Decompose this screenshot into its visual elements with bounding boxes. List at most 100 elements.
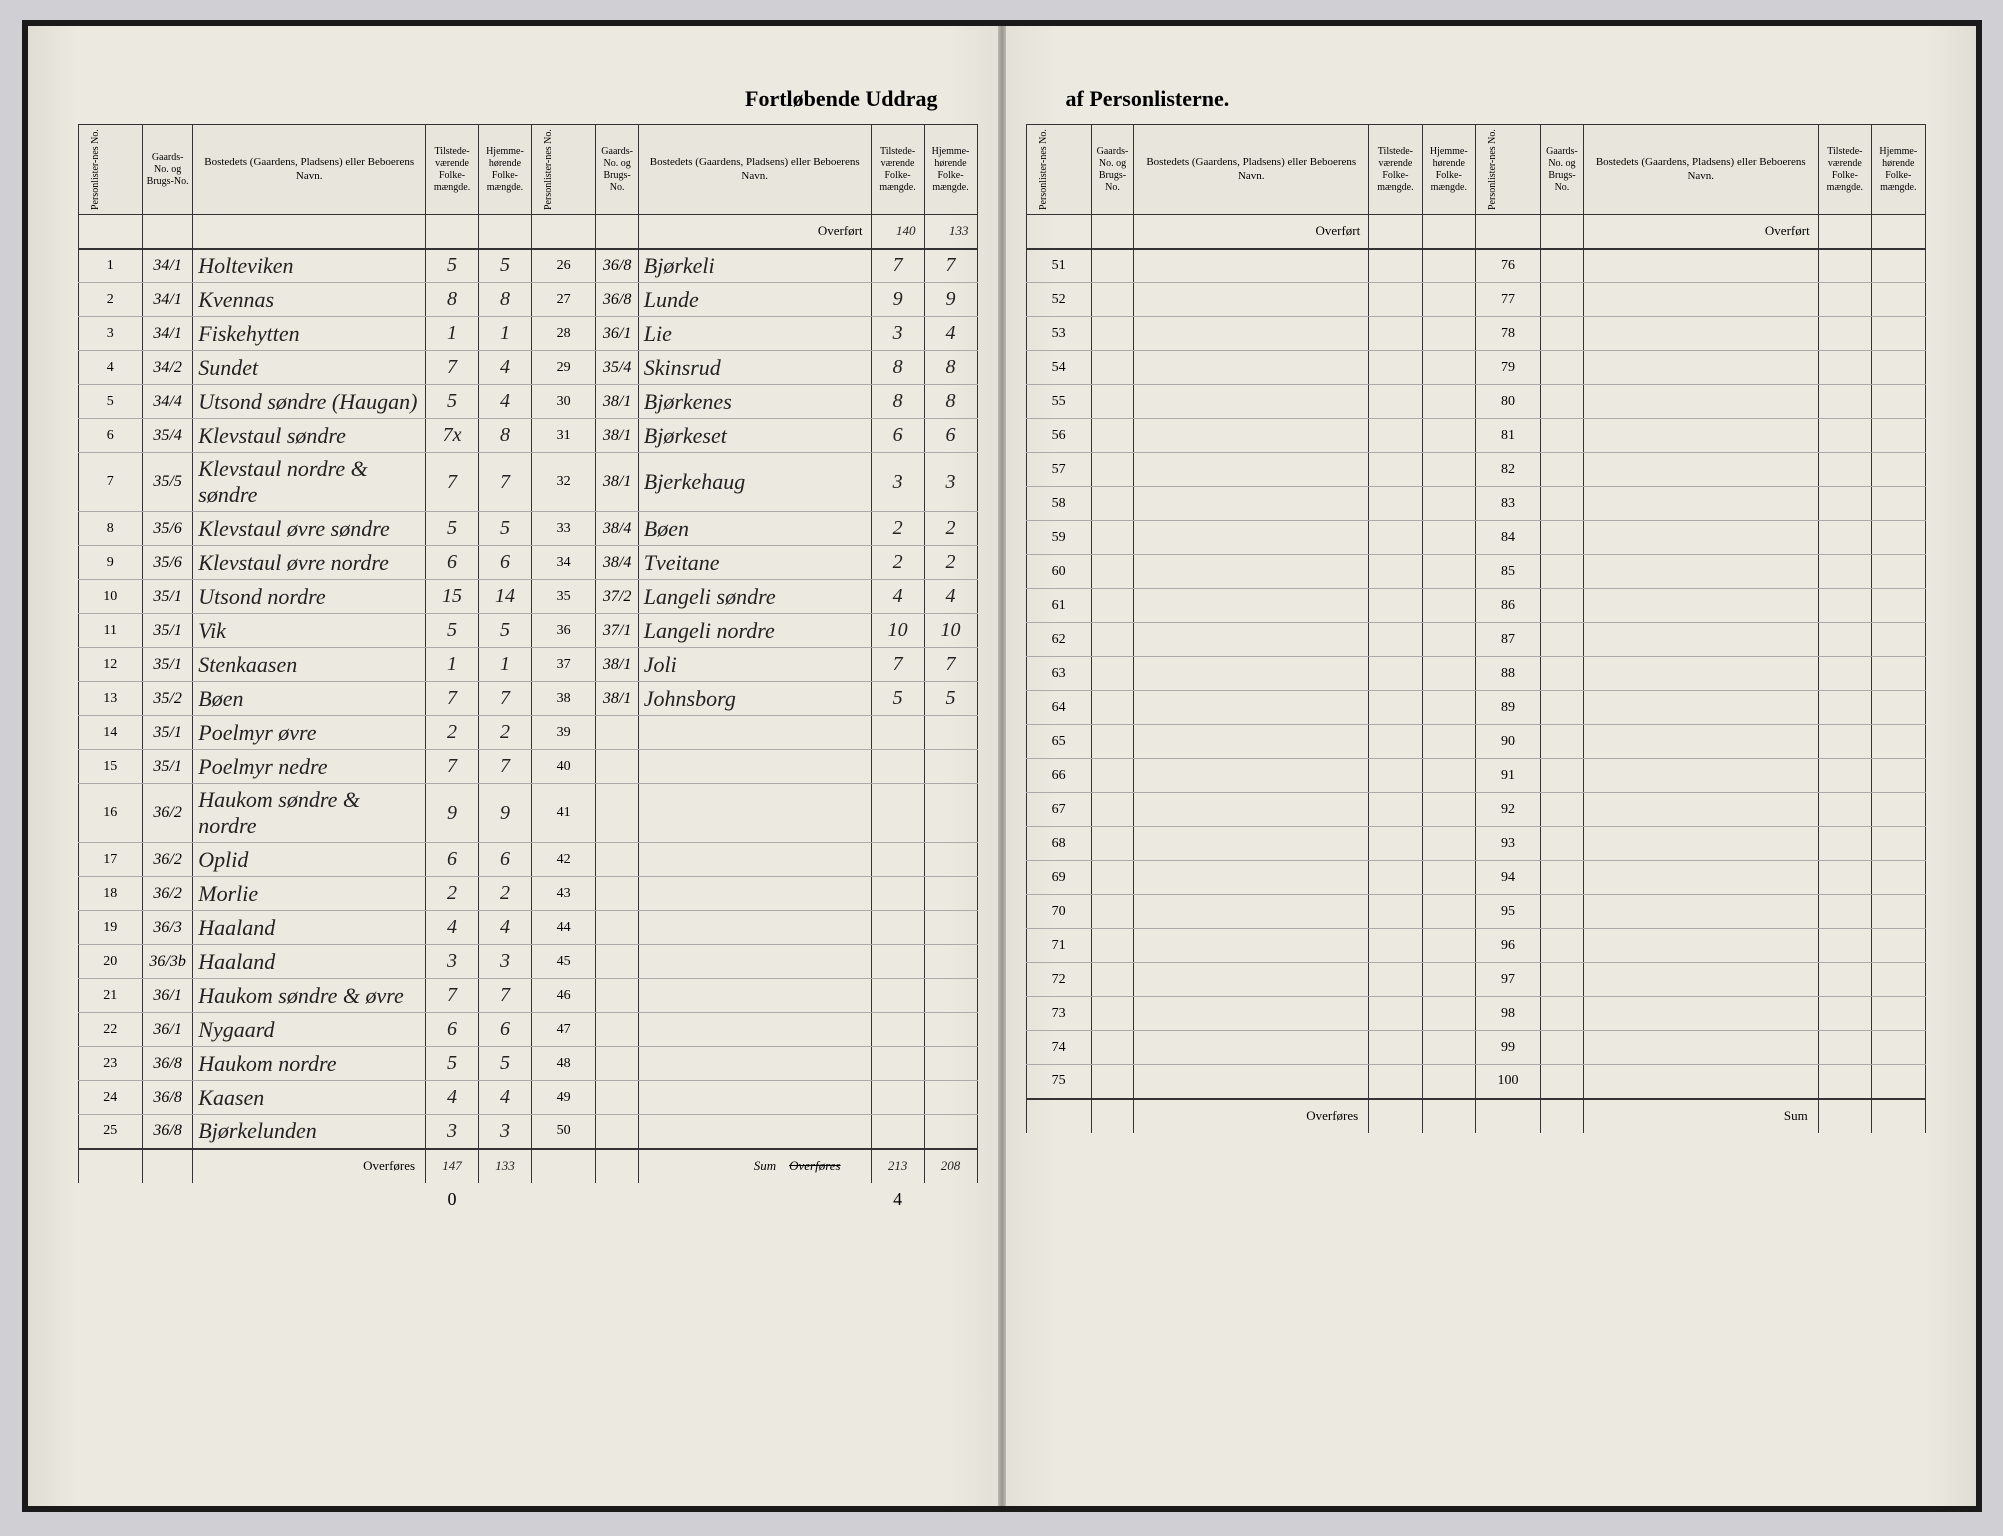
- row-num: 84: [1475, 521, 1540, 555]
- gaard-no: [1091, 555, 1134, 589]
- row-num: 74: [1026, 1031, 1091, 1065]
- bosted-name: [1134, 521, 1369, 555]
- tilstede-val: [1818, 283, 1871, 317]
- bosted-name: Haukom nordre: [193, 1047, 426, 1081]
- bosted-name: Klevstaul øvre nordre: [193, 546, 426, 580]
- hjemme-val: [1422, 283, 1475, 317]
- bosted-name: [638, 979, 871, 1013]
- tilstede-val: [1818, 725, 1871, 759]
- row-num: 80: [1475, 385, 1540, 419]
- hjemme-val: [1422, 657, 1475, 691]
- gaard-no: [1091, 589, 1134, 623]
- bosted-name: [1134, 487, 1369, 521]
- row-num: 24: [78, 1081, 143, 1115]
- row-num: 52: [1026, 283, 1091, 317]
- table-row: 5782: [1026, 453, 1925, 487]
- tilstede-val: 2: [871, 512, 924, 546]
- table-row: 6489: [1026, 691, 1925, 725]
- tilstede-val: 7: [871, 249, 924, 283]
- gaard-no: [1541, 759, 1584, 793]
- tilstede-val: 8: [871, 351, 924, 385]
- hjemme-val: [1422, 555, 1475, 589]
- tilstede-val: 5: [426, 512, 479, 546]
- tilstede-val: [1818, 453, 1871, 487]
- row-num: 20: [78, 945, 143, 979]
- book: Fortløbende Uddrag Personlister-nes No. …: [28, 26, 1976, 1506]
- gaard-no: [1091, 249, 1134, 283]
- hjemme-val: [1422, 419, 1475, 453]
- bosted-name: Bjerkehaug: [638, 453, 871, 512]
- table-row: 5984: [1026, 521, 1925, 555]
- bosted-name: Skinsrud: [638, 351, 871, 385]
- hjemme-val: [1422, 487, 1475, 521]
- table-row: 534/4Utsond søndre (Haugan)543038/1Bjørk…: [78, 385, 977, 419]
- tilstede-val: [871, 1115, 924, 1149]
- overfort-row: OverførtOverført: [1026, 215, 1925, 249]
- gaard-no: 35/1: [143, 716, 193, 750]
- hjemme-val: 6: [479, 546, 532, 580]
- gaard-no: [1541, 1065, 1584, 1099]
- bosted-name: [638, 911, 871, 945]
- tilstede-val: 6: [426, 546, 479, 580]
- page-title-right: af Personlisterne.: [1026, 86, 1926, 112]
- row-num: 9: [78, 546, 143, 580]
- bosted-name: [1134, 691, 1369, 725]
- row-num: 25: [78, 1115, 143, 1149]
- gaard-no: 38/4: [596, 546, 638, 580]
- tilstede-val: [1818, 1031, 1871, 1065]
- gaard-no: [1091, 1031, 1134, 1065]
- hjemme-val: [1872, 521, 1925, 555]
- bosted-name: Lie: [638, 317, 871, 351]
- row-num: 92: [1475, 793, 1540, 827]
- bosted-name: Poelmyr nedre: [193, 750, 426, 784]
- table-row: 2036/3bHaaland3345: [78, 945, 977, 979]
- tilstede-val: [871, 750, 924, 784]
- bosted-name: [1583, 283, 1818, 317]
- bosted-name: Langeli nordre: [638, 614, 871, 648]
- bosted-name: Lunde: [638, 283, 871, 317]
- table-row: 1936/3Haaland4444: [78, 911, 977, 945]
- hjemme-val: 1: [479, 317, 532, 351]
- row-num: 58: [1026, 487, 1091, 521]
- col-gaard-4: Gaards-No. og Brugs-No.: [1541, 125, 1584, 215]
- table-row: 2336/8Haukom nordre5548: [78, 1047, 977, 1081]
- row-num: 65: [1026, 725, 1091, 759]
- row-num: 51: [1026, 249, 1091, 283]
- table-row: 134/1Holteviken552636/8Bjørkeli77: [78, 249, 977, 283]
- table-row: 7297: [1026, 963, 1925, 997]
- gaard-no: 35/1: [143, 648, 193, 682]
- row-num: 16: [78, 784, 143, 843]
- table-row: 6085: [1026, 555, 1925, 589]
- hjemme-val: 5: [479, 512, 532, 546]
- tilstede-val: 7: [426, 453, 479, 512]
- gaard-no: 37/2: [596, 580, 638, 614]
- gaard-no: [596, 979, 638, 1013]
- hjemme-val: 7: [479, 682, 532, 716]
- bosted-name: [1583, 861, 1818, 895]
- gaard-no: [1541, 453, 1584, 487]
- hjemme-val: 4: [479, 351, 532, 385]
- row-num: 44: [531, 911, 596, 945]
- row-num: 99: [1475, 1031, 1540, 1065]
- gaard-no: [1091, 895, 1134, 929]
- bosted-name: Utsond søndre (Haugan): [193, 385, 426, 419]
- table-row: 1235/1Stenkaasen113738/1Joli77: [78, 648, 977, 682]
- hjemme-val: [1872, 283, 1925, 317]
- gaard-no: 36/1: [143, 979, 193, 1013]
- bosted-name: Tveitane: [638, 546, 871, 580]
- bosted-name: [1583, 385, 1818, 419]
- tilstede-val: 4: [426, 911, 479, 945]
- row-num: 82: [1475, 453, 1540, 487]
- hjemme-val: 8: [924, 385, 977, 419]
- row-num: 36: [531, 614, 596, 648]
- tilstede-val: [1369, 317, 1422, 351]
- table-row: 2236/1Nygaard6647: [78, 1013, 977, 1047]
- row-num: 32: [531, 453, 596, 512]
- hjemme-val: 2: [924, 512, 977, 546]
- gaard-no: 36/2: [143, 784, 193, 843]
- row-num: 100: [1475, 1065, 1540, 1099]
- hjemme-val: 7: [479, 979, 532, 1013]
- row-num: 14: [78, 716, 143, 750]
- tilstede-val: 7: [426, 750, 479, 784]
- book-spine: [998, 26, 1006, 1506]
